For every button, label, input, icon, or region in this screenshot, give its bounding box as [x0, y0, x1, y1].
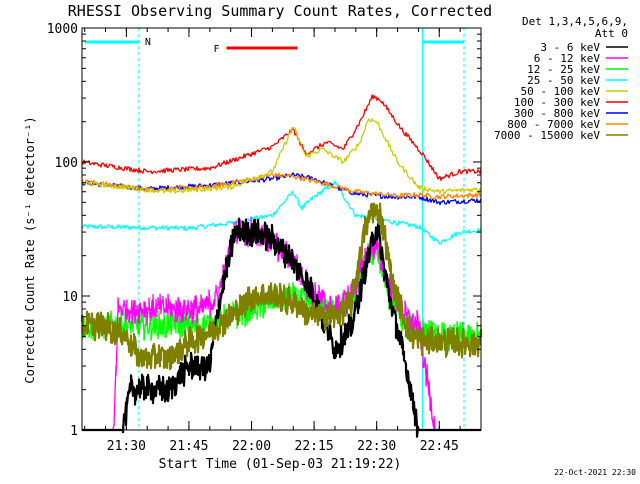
legend-label: 50 - 100 keV: [521, 85, 601, 98]
night-label: N: [145, 37, 151, 48]
x-tick-label: 21:45: [169, 439, 208, 454]
series-line-25-50-kev: [81, 180, 482, 245]
plot-frame: [81, 27, 482, 431]
chart-title: RHESSI Observing Summary Count Rates, Co…: [68, 2, 492, 20]
legend-label: 800 - 7000 keV: [507, 118, 600, 131]
series-line-7000-15000-kev: [80, 202, 483, 371]
series-line-300-800-kev: [81, 172, 482, 206]
x-tick-label: 22:30: [357, 439, 396, 454]
legend-label: 7000 - 15000 keV: [494, 129, 600, 142]
x-tick-label: 21:30: [107, 439, 146, 454]
series-layer: [80, 94, 483, 438]
flare-label: F: [213, 44, 219, 55]
y-tick-label: 1000: [47, 22, 78, 37]
legend-header-detectors: Det 1,3,4,5,6,9,: [522, 15, 628, 28]
x-axis-label: Start Time (01-Sep-03 21:19:22): [159, 457, 402, 472]
x-tick-label: 22:00: [232, 439, 271, 454]
y-tick-label: 10: [62, 290, 78, 305]
x-tick-label: 22:15: [295, 439, 334, 454]
y-tick-label: 1: [70, 424, 78, 439]
footer-date: 22-Oct-2021 22:30: [554, 468, 636, 477]
legend-label: 3 - 6 keV: [540, 41, 600, 54]
legend-label: 12 - 25 keV: [527, 63, 600, 76]
series-line-3-6-kev: [81, 217, 482, 438]
legend-label: 25 - 50 keV: [527, 74, 600, 87]
axis-layer: 1 10 100 1000 21:30 21:45 22:00 22:15 22:30 22:45: [47, 22, 482, 454]
series-line-100-300-kev: [81, 94, 482, 182]
legend-label: 300 - 800 keV: [514, 107, 600, 120]
x-tick-label: 22:45: [420, 439, 459, 454]
y-axis-label: Corrected Count Rate (s⁻¹ detector⁻¹): [23, 116, 37, 383]
legend-header-attenuator: Att 0: [595, 27, 628, 40]
series-line-50-100-kev: [81, 118, 482, 195]
y-tick-label: 100: [55, 156, 78, 171]
legend-label: 100 - 300 keV: [514, 96, 600, 109]
legend-label: 6 - 12 keV: [534, 52, 601, 65]
